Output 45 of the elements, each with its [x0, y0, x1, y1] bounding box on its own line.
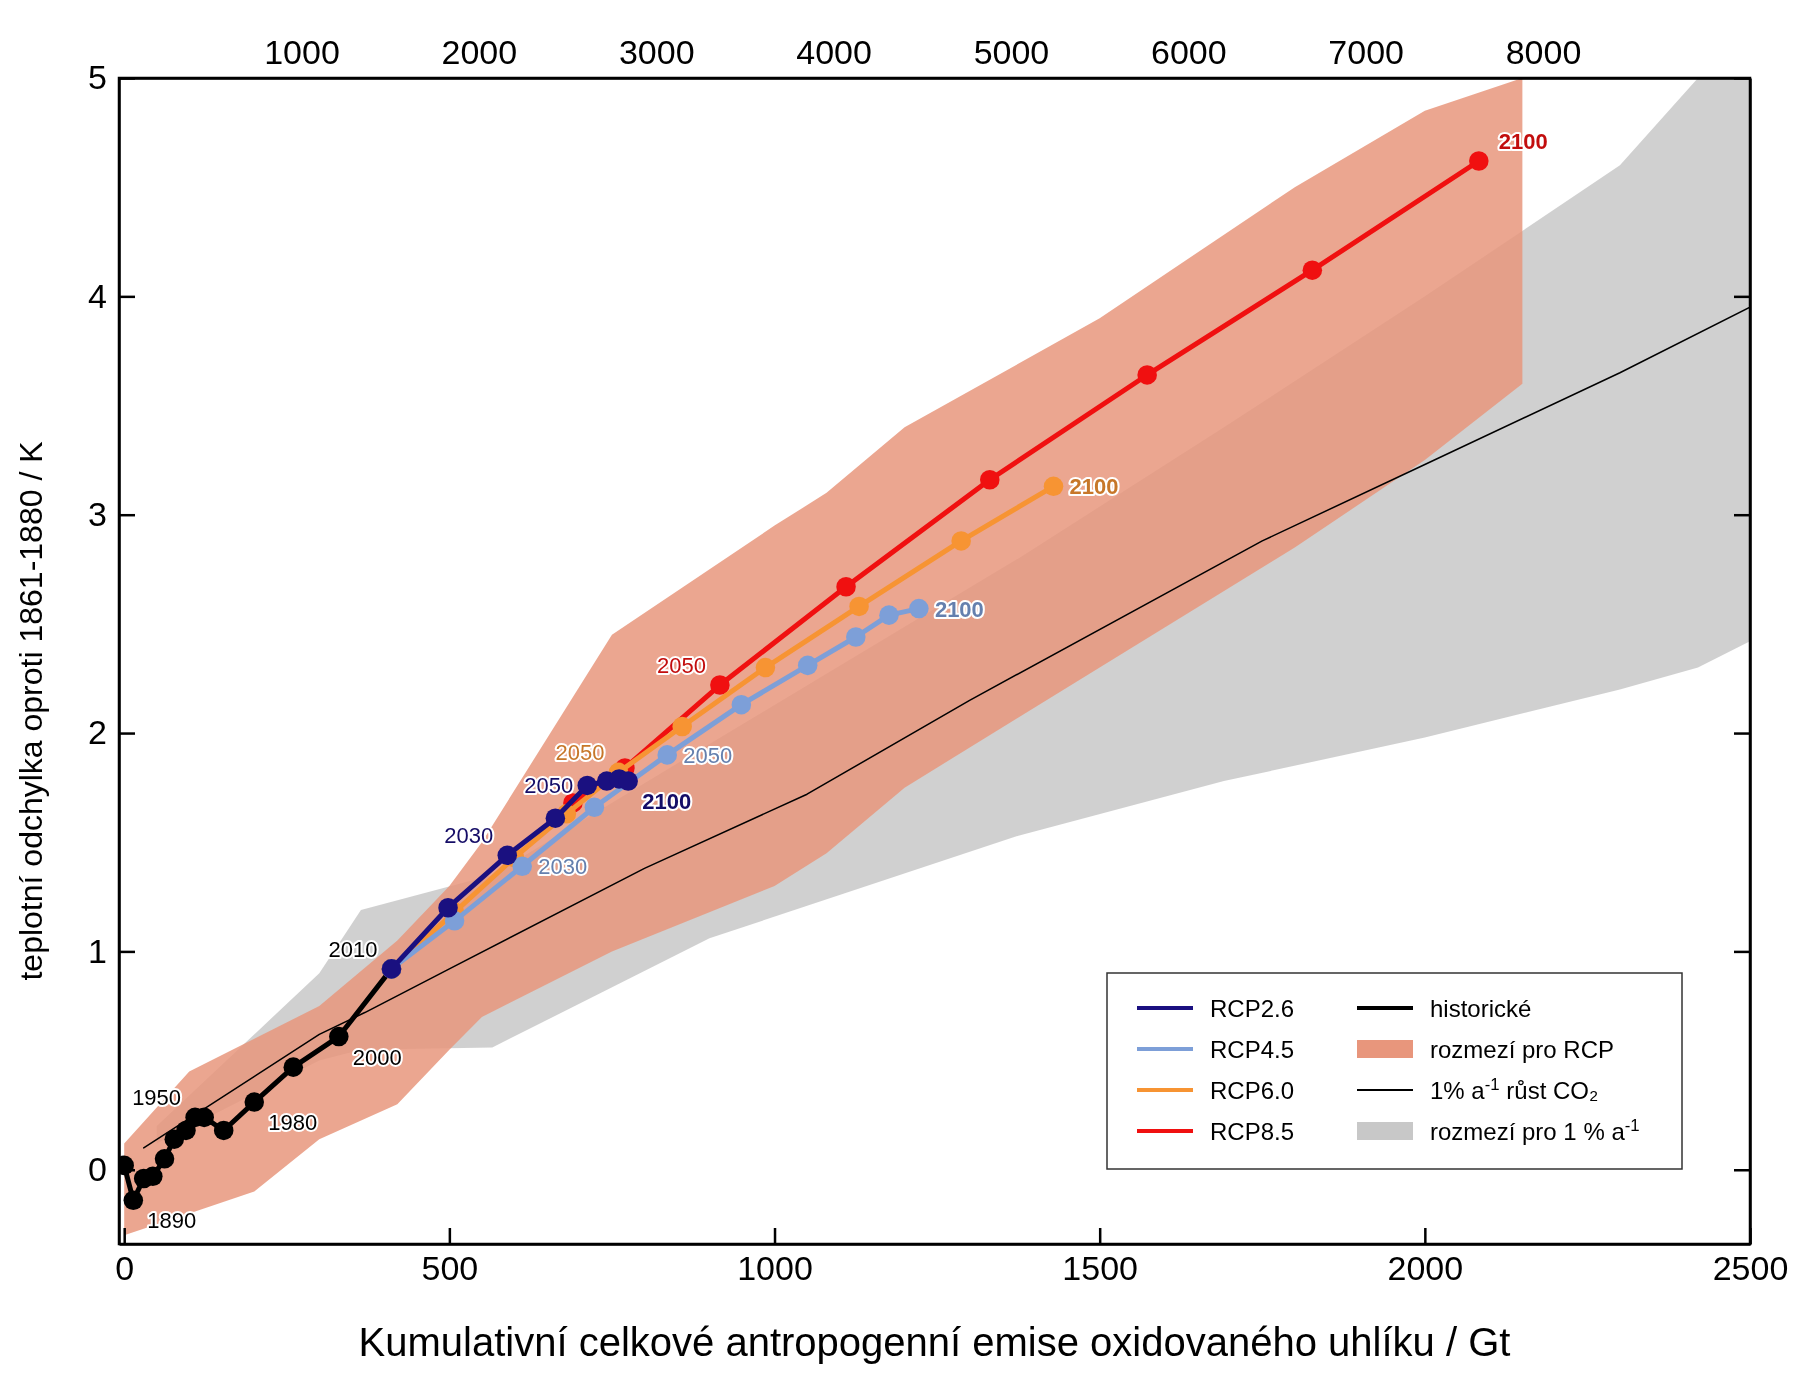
legend-label: RCP8.5 [1210, 1118, 1295, 1145]
legend-label: RCP2.6 [1210, 995, 1295, 1022]
annotation: 2010 [328, 936, 378, 962]
x2-tick-label: 2000 [441, 33, 518, 71]
y-tick-label: 0 [88, 1150, 107, 1189]
annotation: 2050 [524, 773, 574, 799]
annotation: 2000 [352, 1044, 402, 1070]
legend-label: rozmezí pro RCP [1430, 1036, 1615, 1063]
annotation: 2030 [444, 823, 494, 849]
legend-label: historické [1430, 995, 1532, 1022]
legend-label: RCP4.5 [1210, 1036, 1295, 1063]
annotation: 2050 [555, 740, 605, 766]
annotation: 1890 [147, 1208, 197, 1234]
y-tick-label: 1 [88, 931, 107, 970]
x2-tick-label: 1000 [264, 33, 340, 71]
y-tick-label: 2 [88, 713, 107, 752]
x-tick-label: 2000 [1387, 1249, 1464, 1288]
annotation: 2100 [934, 596, 984, 622]
annotation: 2100 [1498, 128, 1548, 154]
annotation: 2030 [538, 854, 588, 880]
x2-tick-label: 3000 [618, 33, 695, 71]
legend-label: RCP6.0 [1210, 1077, 1295, 1104]
x2-tick-label: 7000 [1328, 33, 1404, 71]
annotation: 2050 [683, 742, 733, 768]
legend-label: 1% a$^{-1}$ růst CO₂ [1430, 1074, 1599, 1104]
y-tick-label: 4 [88, 276, 107, 315]
y-axis-title: teplotní odchylka oproti 1861-1880 / K [13, 441, 49, 981]
annotation: 1950 [132, 1085, 182, 1111]
x-tick-label: 2500 [1712, 1249, 1789, 1288]
y-tick-label: 3 [88, 495, 107, 534]
x-tick-label: 500 [421, 1249, 479, 1288]
x-axis-title: Kumulativní celkové antropogenní emise oxidovaného uhlíku / Gt [358, 1320, 1511, 1364]
y-tick-label: 5 [88, 58, 107, 97]
x-tick-label: 1000 [737, 1249, 813, 1288]
annotation: 1980 [268, 1110, 318, 1136]
x-tick-label: 1500 [1062, 1249, 1138, 1288]
x-tick-label: 0 [115, 1249, 135, 1288]
annotation: 2050 [656, 653, 706, 679]
legend-label: rozmezí pro 1 % a$^{-1}$ [1430, 1115, 1640, 1145]
x2-tick-label: 8000 [1505, 33, 1582, 71]
x2-tick-label: 6000 [1150, 33, 1227, 71]
annotation: 2100 [1069, 474, 1119, 500]
x2-tick-label: 5000 [973, 33, 1050, 71]
annotation: 2100 [642, 789, 692, 815]
x2-tick-label: 4000 [796, 33, 872, 71]
